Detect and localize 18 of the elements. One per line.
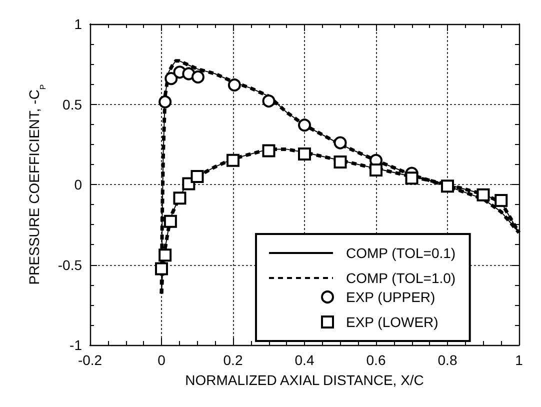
x-tick-label: 0 <box>158 352 166 368</box>
y-tick-label: 0.5 <box>62 96 82 112</box>
x-tick-label: 0.8 <box>438 352 458 368</box>
x-axis-title: NORMALIZED AXIAL DISTANCE, X/C <box>185 372 424 388</box>
x-tick-label: 0.2 <box>223 352 243 368</box>
x-tick-label: 0.4 <box>294 352 314 368</box>
y-tick-label: 0 <box>74 176 82 192</box>
x-tick-label: 1 <box>515 352 524 368</box>
x-tick-label: 0.6 <box>366 352 386 368</box>
legend-label: COMP (TOL=0.1) <box>346 245 456 261</box>
y-axis-title: PRESSURE COEFFICIENT, -CP <box>26 84 48 285</box>
y-tick-label: -0.5 <box>58 256 82 273</box>
legend-label: EXP (UPPER) <box>346 289 436 305</box>
y-tick-label: -1 <box>70 337 82 353</box>
legend-label: COMP (TOL=1.0) <box>346 270 456 286</box>
y-tick-label: 1 <box>74 16 82 32</box>
x-tick-label: -0.2 <box>78 352 102 368</box>
legend-label: EXP (LOWER) <box>346 314 438 330</box>
